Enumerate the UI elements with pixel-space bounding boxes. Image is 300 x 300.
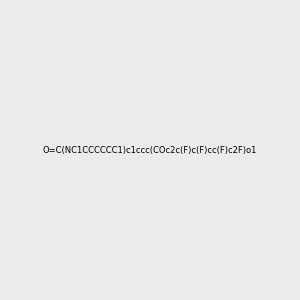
Text: O=C(NC1CCCCCC1)c1ccc(COc2c(F)c(F)cc(F)c2F)o1: O=C(NC1CCCCCC1)c1ccc(COc2c(F)c(F)cc(F)c2… <box>43 146 257 154</box>
